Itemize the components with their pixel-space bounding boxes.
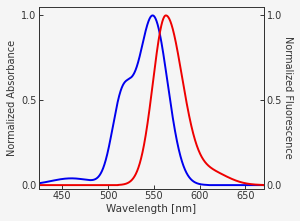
- Y-axis label: Normalized Absorbance: Normalized Absorbance: [7, 40, 17, 156]
- X-axis label: Wavelength [nm]: Wavelength [nm]: [106, 204, 196, 214]
- Y-axis label: Normalized Fluorescence: Normalized Fluorescence: [283, 36, 293, 159]
